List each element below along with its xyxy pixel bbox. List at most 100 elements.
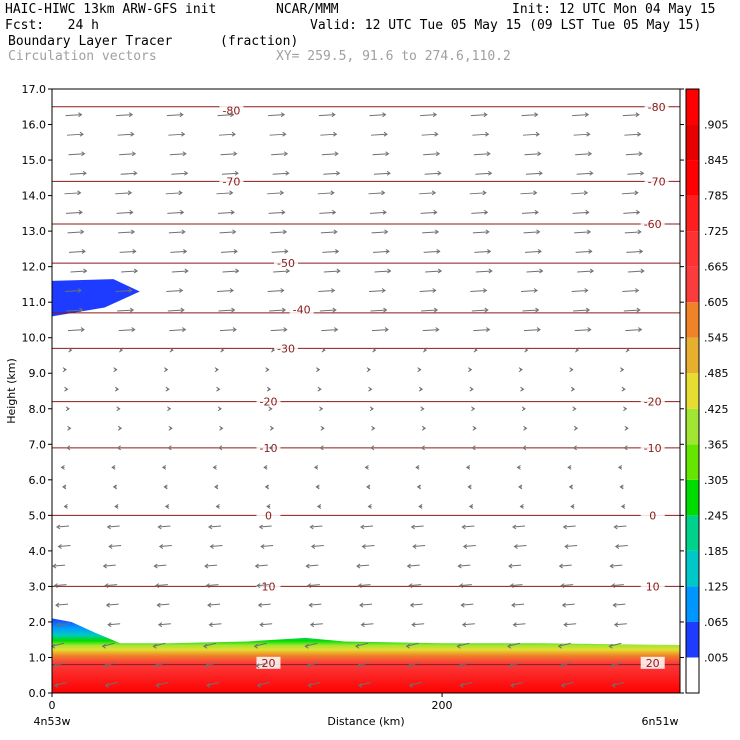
vector	[318, 290, 335, 293]
vector-head	[585, 209, 590, 215]
x-axis: 0 200	[49, 693, 453, 712]
vector	[217, 114, 234, 117]
vector	[319, 211, 336, 214]
vector-head	[103, 663, 108, 669]
vector	[571, 290, 588, 293]
vector-head	[435, 327, 440, 333]
vector-head	[620, 504, 626, 509]
colorbar-label-13: .785	[704, 190, 729, 203]
vector-head	[510, 682, 515, 688]
contour-label-16: 20	[261, 657, 275, 670]
vector-head	[516, 464, 521, 470]
vector-head	[282, 229, 288, 235]
vector-head	[533, 288, 538, 293]
vector-head	[220, 347, 225, 353]
vector	[523, 329, 541, 332]
temperature-contours: -80 -80 -70 -70 -60 -50 -40 -30 -20 -20 -10 -10 0 0 10…	[52, 100, 680, 670]
vector	[119, 250, 136, 253]
vector	[258, 603, 271, 606]
vector-head	[68, 347, 73, 353]
vector-head	[101, 643, 106, 649]
vector	[55, 603, 69, 606]
vector-head	[359, 602, 364, 608]
vector-head	[584, 112, 590, 118]
vector-head	[263, 464, 268, 470]
colorbar: .005 .065 .125 .185 .245 .305 .365 .425 .485 .545…	[685, 88, 729, 694]
vector	[109, 545, 122, 548]
colorbar-label-2: .125	[704, 580, 729, 593]
vector-head	[434, 229, 440, 235]
vector	[206, 681, 220, 686]
vector-head	[64, 386, 69, 392]
vector	[54, 681, 68, 686]
vector-head	[256, 682, 261, 688]
x-left-endpoint: 4n53w	[34, 715, 71, 728]
vector-head	[152, 643, 157, 649]
vector-head	[610, 583, 616, 589]
vector	[206, 584, 219, 587]
vector	[217, 211, 235, 214]
colorbar-label-12: .725	[704, 225, 729, 238]
vector-head	[384, 229, 389, 235]
vector-head	[457, 663, 463, 669]
vector	[307, 584, 320, 587]
vector	[575, 250, 592, 253]
vector	[407, 564, 420, 567]
vector-head	[612, 602, 617, 608]
vector-head	[625, 347, 630, 353]
vector-head	[283, 327, 288, 333]
vector	[273, 270, 290, 273]
vector	[514, 545, 527, 548]
vector-head	[180, 307, 185, 313]
vector-head	[533, 190, 538, 196]
vector-head	[258, 524, 263, 530]
vector	[357, 662, 370, 667]
vector	[155, 584, 168, 587]
vector	[106, 603, 119, 606]
colorbar-label-4: .245	[704, 509, 729, 522]
vector-head	[208, 524, 213, 530]
vector	[120, 172, 137, 175]
vector-head	[116, 445, 121, 451]
vector	[219, 231, 236, 234]
vector	[305, 642, 318, 647]
vector-head	[613, 622, 619, 628]
vector	[564, 623, 577, 626]
vector-head	[130, 131, 135, 137]
vector	[68, 153, 85, 156]
contour-label-17: 20	[646, 657, 660, 670]
vector	[205, 662, 218, 667]
vector	[425, 270, 442, 273]
vector	[559, 564, 572, 567]
vector	[520, 192, 537, 195]
vector-head	[356, 563, 361, 569]
vector-head	[156, 602, 161, 608]
vector-head	[182, 151, 187, 157]
vector-head	[355, 643, 360, 649]
vector	[471, 211, 488, 214]
vector-head	[305, 663, 311, 669]
contour-label-bg-3	[644, 175, 669, 188]
vector-head	[534, 112, 539, 118]
vector	[522, 133, 540, 136]
contour-label-bg-11	[640, 441, 665, 454]
vector	[368, 192, 385, 195]
vector-head	[279, 190, 285, 196]
vector-head	[487, 249, 492, 254]
vector	[105, 681, 118, 686]
vector-head	[588, 249, 593, 254]
vector-head	[524, 347, 529, 353]
vector	[270, 231, 287, 234]
vector-head	[609, 563, 614, 569]
vector	[154, 662, 167, 667]
vector-head	[433, 307, 439, 313]
vector	[216, 290, 234, 293]
vector-head	[112, 484, 117, 490]
vector	[68, 250, 86, 253]
vector-head	[522, 445, 527, 451]
vector	[306, 564, 319, 567]
vector-head	[357, 583, 362, 589]
vector-head	[384, 327, 389, 333]
vector-head	[405, 643, 410, 649]
vector	[473, 153, 490, 156]
